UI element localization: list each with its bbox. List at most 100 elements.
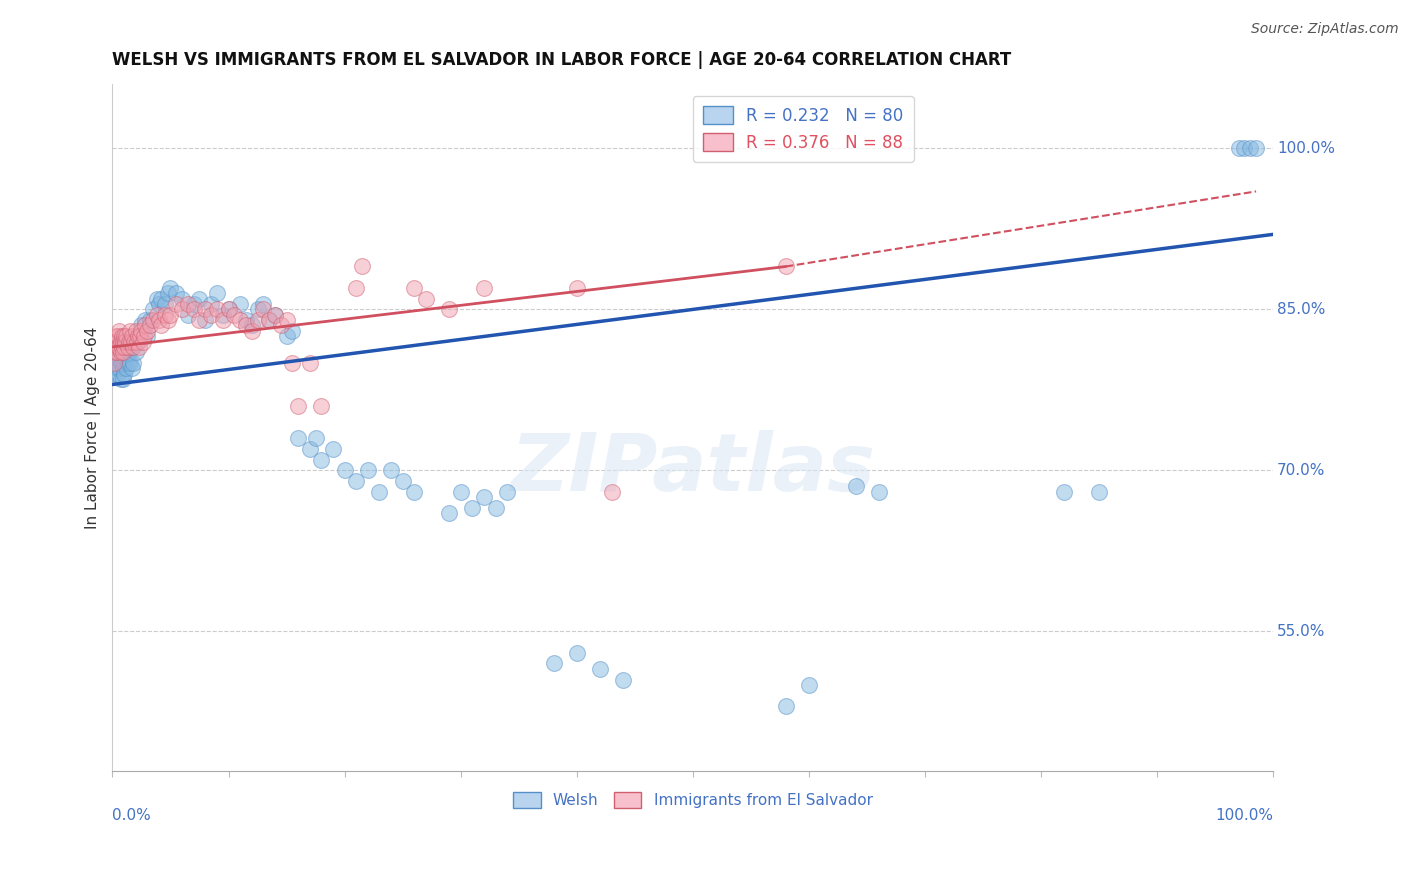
Point	[124, 324, 146, 338]
Point	[240, 324, 263, 338]
Point	[246, 302, 269, 317]
Point	[157, 313, 180, 327]
Point	[344, 281, 367, 295]
Point	[224, 308, 246, 322]
Point	[114, 334, 136, 349]
Point	[229, 297, 252, 311]
Point	[298, 356, 321, 370]
Point	[136, 324, 159, 338]
Point	[118, 324, 141, 338]
Point	[472, 281, 495, 295]
Point	[543, 657, 565, 671]
Point	[107, 340, 129, 354]
Point	[148, 313, 170, 327]
Point	[472, 490, 495, 504]
Y-axis label: In Labor Force | Age 20-64: In Labor Force | Age 20-64	[86, 326, 101, 529]
Point	[157, 286, 180, 301]
Point	[257, 313, 280, 327]
Point	[111, 361, 134, 376]
Point	[145, 308, 167, 322]
Point	[150, 318, 173, 333]
Point	[115, 329, 138, 343]
Point	[131, 334, 153, 349]
Point	[177, 297, 200, 311]
Point	[600, 484, 623, 499]
Point	[246, 313, 269, 327]
Point	[108, 361, 131, 376]
Point	[264, 308, 287, 322]
Point	[107, 329, 129, 343]
Point	[131, 324, 153, 338]
Point	[484, 500, 506, 515]
Point	[110, 356, 132, 370]
Point	[120, 334, 142, 349]
Point	[142, 302, 165, 317]
Point	[235, 318, 257, 333]
Point	[165, 297, 187, 311]
Point	[257, 313, 280, 327]
Point	[177, 308, 200, 322]
Point	[104, 334, 127, 349]
Point	[111, 340, 134, 354]
Point	[170, 292, 193, 306]
Point	[112, 329, 135, 343]
Text: 100.0%: 100.0%	[1277, 141, 1334, 156]
Text: Source: ZipAtlas.com: Source: ZipAtlas.com	[1251, 22, 1399, 37]
Point	[211, 308, 233, 322]
Point	[311, 399, 333, 413]
Point	[104, 345, 127, 359]
Point	[110, 345, 132, 359]
Point	[437, 302, 460, 317]
Point	[496, 484, 519, 499]
Point	[183, 302, 205, 317]
Point	[159, 281, 181, 295]
Point	[270, 318, 292, 333]
Point	[122, 340, 145, 354]
Point	[333, 463, 356, 477]
Point	[127, 334, 149, 349]
Point	[111, 372, 134, 386]
Point	[103, 356, 125, 370]
Point	[775, 260, 797, 274]
Point	[612, 673, 634, 687]
Point	[218, 302, 240, 317]
Point	[153, 308, 176, 322]
Point	[138, 318, 160, 333]
Point	[391, 474, 413, 488]
Point	[350, 260, 373, 274]
Text: 55.0%: 55.0%	[1277, 624, 1326, 639]
Point	[1088, 484, 1111, 499]
Point	[205, 302, 228, 317]
Point	[122, 356, 145, 370]
Point	[380, 463, 402, 477]
Point	[311, 452, 333, 467]
Point	[112, 356, 135, 370]
Point	[194, 313, 217, 327]
Legend: Welsh, Immigrants from El Salvador: Welsh, Immigrants from El Salvador	[508, 786, 879, 814]
Point	[105, 340, 128, 354]
Point	[107, 356, 129, 370]
Text: 0.0%: 0.0%	[112, 808, 152, 823]
Point	[150, 292, 173, 306]
Point	[287, 399, 309, 413]
Point	[298, 442, 321, 456]
Point	[461, 500, 484, 515]
Point	[129, 329, 152, 343]
Point	[1233, 141, 1256, 155]
Point	[110, 334, 132, 349]
Point	[276, 313, 298, 327]
Point	[124, 345, 146, 359]
Point	[121, 361, 143, 376]
Point	[415, 292, 437, 306]
Point	[188, 292, 211, 306]
Point	[105, 361, 128, 376]
Point	[194, 302, 217, 317]
Point	[142, 313, 165, 327]
Point	[276, 329, 298, 343]
Text: 100.0%: 100.0%	[1216, 808, 1274, 823]
Point	[322, 442, 344, 456]
Point	[1239, 141, 1261, 155]
Point	[304, 431, 326, 445]
Point	[565, 646, 588, 660]
Point	[134, 318, 156, 333]
